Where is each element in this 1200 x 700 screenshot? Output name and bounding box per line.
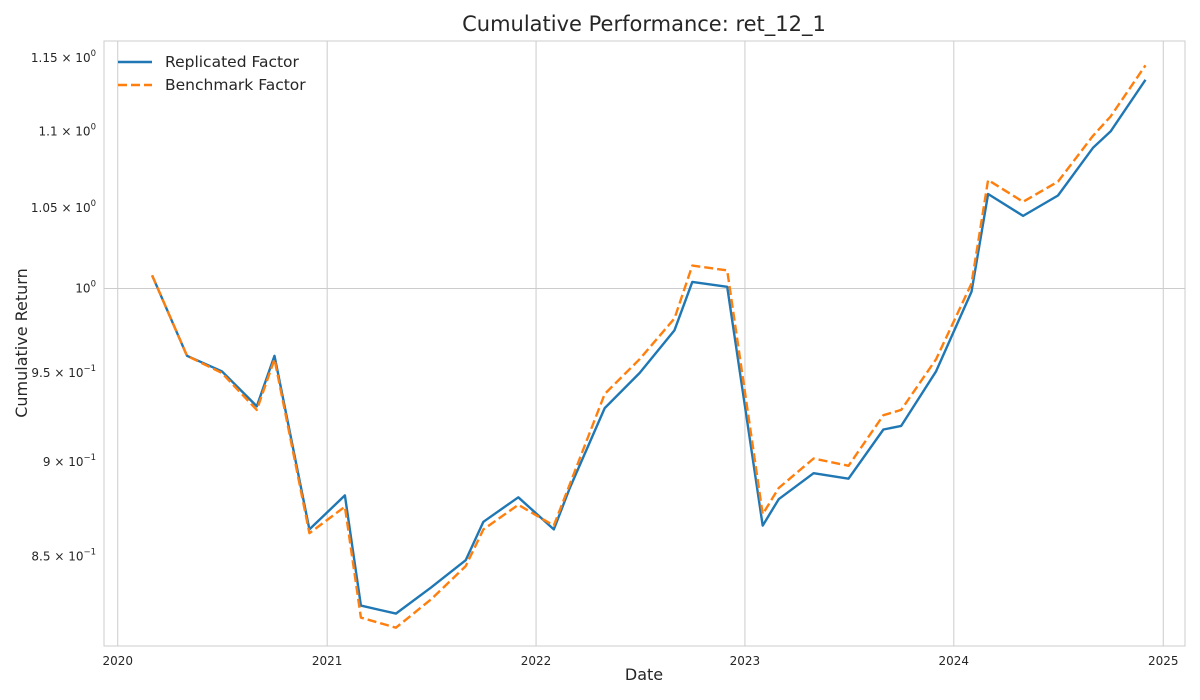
y-tick-label: 9.5 × 10−1 (31, 364, 96, 380)
y-tick-label: 9 × 10−1 (43, 453, 96, 469)
y-tick-label: 1.15 × 100 (31, 49, 96, 65)
y-tick-label: 1.1 × 100 (39, 122, 96, 138)
x-tick-label: 2025 (1148, 654, 1179, 668)
x-tick-label: 2023 (730, 654, 761, 668)
x-tick-label: 2022 (521, 654, 552, 668)
plot-frame (103, 40, 1186, 647)
legend-label-2: Benchmark Factor (165, 76, 306, 94)
y-axis-label: Cumulative Return (12, 268, 31, 418)
x-tick-labels: 2020 2021 2022 2023 2024 2025 (102, 654, 1178, 668)
x-tick-label: 2021 (312, 654, 343, 668)
y-tick-labels: 8.5 × 10−1 9 × 10−1 9.5 × 10−1 100 1.05 × 10… (31, 49, 96, 563)
y-tick-label: 8.5 × 10−1 (31, 547, 96, 563)
x-tick-label: 2024 (939, 654, 970, 668)
legend-label-1: Replicated Factor (165, 53, 300, 71)
legend: Replicated Factor Benchmark Factor (118, 53, 306, 94)
x-tick-label: 2020 (102, 654, 133, 668)
y-tick-label: 1.05 × 100 (31, 199, 96, 215)
series-line-2 (150, 64, 1147, 629)
series-layer (150, 64, 1147, 629)
x-axis-label: Date (625, 665, 663, 684)
y-tick-label: 100 (75, 279, 96, 295)
chart-title: Cumulative Performance: ret_12_1 (462, 12, 826, 37)
x-gridlines (117, 41, 1164, 646)
series-line-1 (150, 79, 1147, 615)
